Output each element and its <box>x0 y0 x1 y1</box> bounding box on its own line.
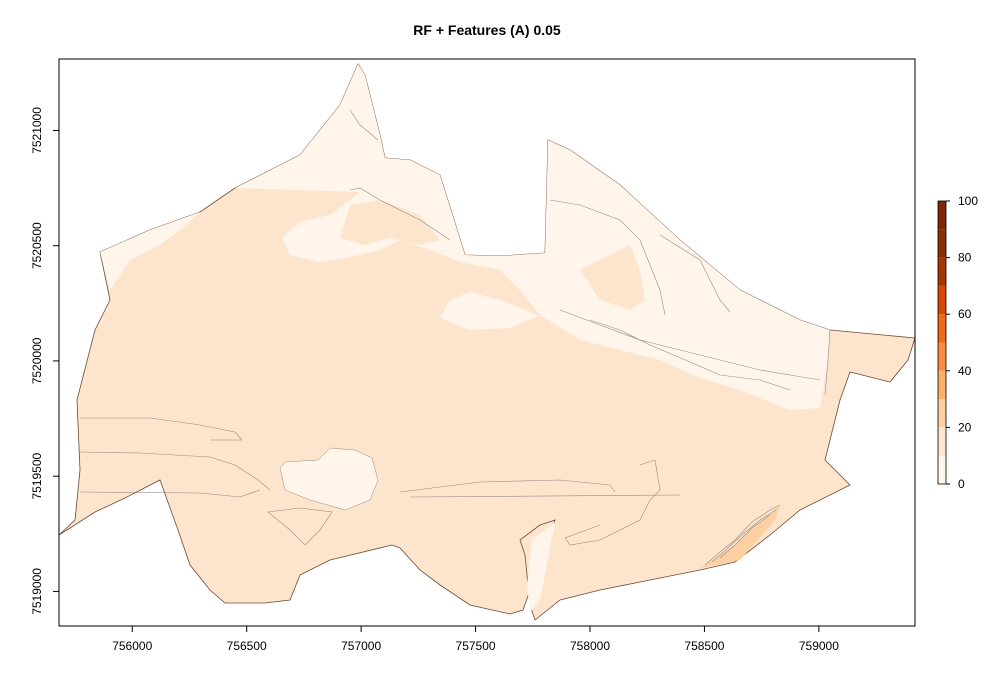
darker-stripe-se <box>700 505 780 568</box>
y-tick-label: 7520000 <box>30 337 44 384</box>
y-tick-label: 7519000 <box>30 568 44 615</box>
y-tick-label: 7521000 <box>30 107 44 154</box>
light-patch-inlet <box>527 522 555 612</box>
x-tick-label: 756000 <box>112 639 152 653</box>
x-tick-label: 758500 <box>684 639 724 653</box>
light-island-south <box>279 447 379 511</box>
x-tick-label: 759000 <box>799 639 839 653</box>
legend-label: 0 <box>958 477 965 491</box>
legend-swatch <box>938 257 946 286</box>
legend-label: 100 <box>958 194 978 208</box>
x-tick-label: 757000 <box>341 639 381 653</box>
plot-frame <box>58 58 916 627</box>
legend-label: 80 <box>958 251 972 265</box>
legend-swatch <box>938 342 946 371</box>
legend-swatch <box>938 399 946 428</box>
legend-label: 60 <box>958 307 972 321</box>
legend-frame <box>937 200 947 485</box>
legend-label: 40 <box>958 364 972 378</box>
mid-patch-center <box>340 200 440 245</box>
y-tick-label: 7520500 <box>30 222 44 269</box>
legend-label: 20 <box>958 420 972 434</box>
x-tick-label: 756500 <box>227 639 267 653</box>
legend-swatch <box>938 285 946 315</box>
legend-swatch <box>938 201 946 230</box>
legend-swatch <box>938 314 946 343</box>
map-layer <box>59 63 915 621</box>
x-tick-label: 757500 <box>456 639 496 653</box>
chart-title: RF + Features (A) 0.05 <box>413 22 561 38</box>
y-tick-label: 7519500 <box>30 452 44 499</box>
legend-swatch <box>938 229 946 258</box>
contour-lines <box>79 109 831 566</box>
y-axis: 7519000 7519500 7520000 7520500 7521000 <box>30 107 59 615</box>
x-tick-label: 758000 <box>570 639 610 653</box>
legend-swatch <box>938 370 946 400</box>
legend-swatch <box>938 455 946 484</box>
x-axis: 756000 756500 757000 757500 758000 758500 7590… <box>112 626 839 653</box>
light-region-north <box>100 64 830 410</box>
color-legend: 0 20 40 60 80 100 <box>937 194 978 491</box>
legend-swatch <box>938 427 946 456</box>
mid-patch-east <box>580 245 645 310</box>
